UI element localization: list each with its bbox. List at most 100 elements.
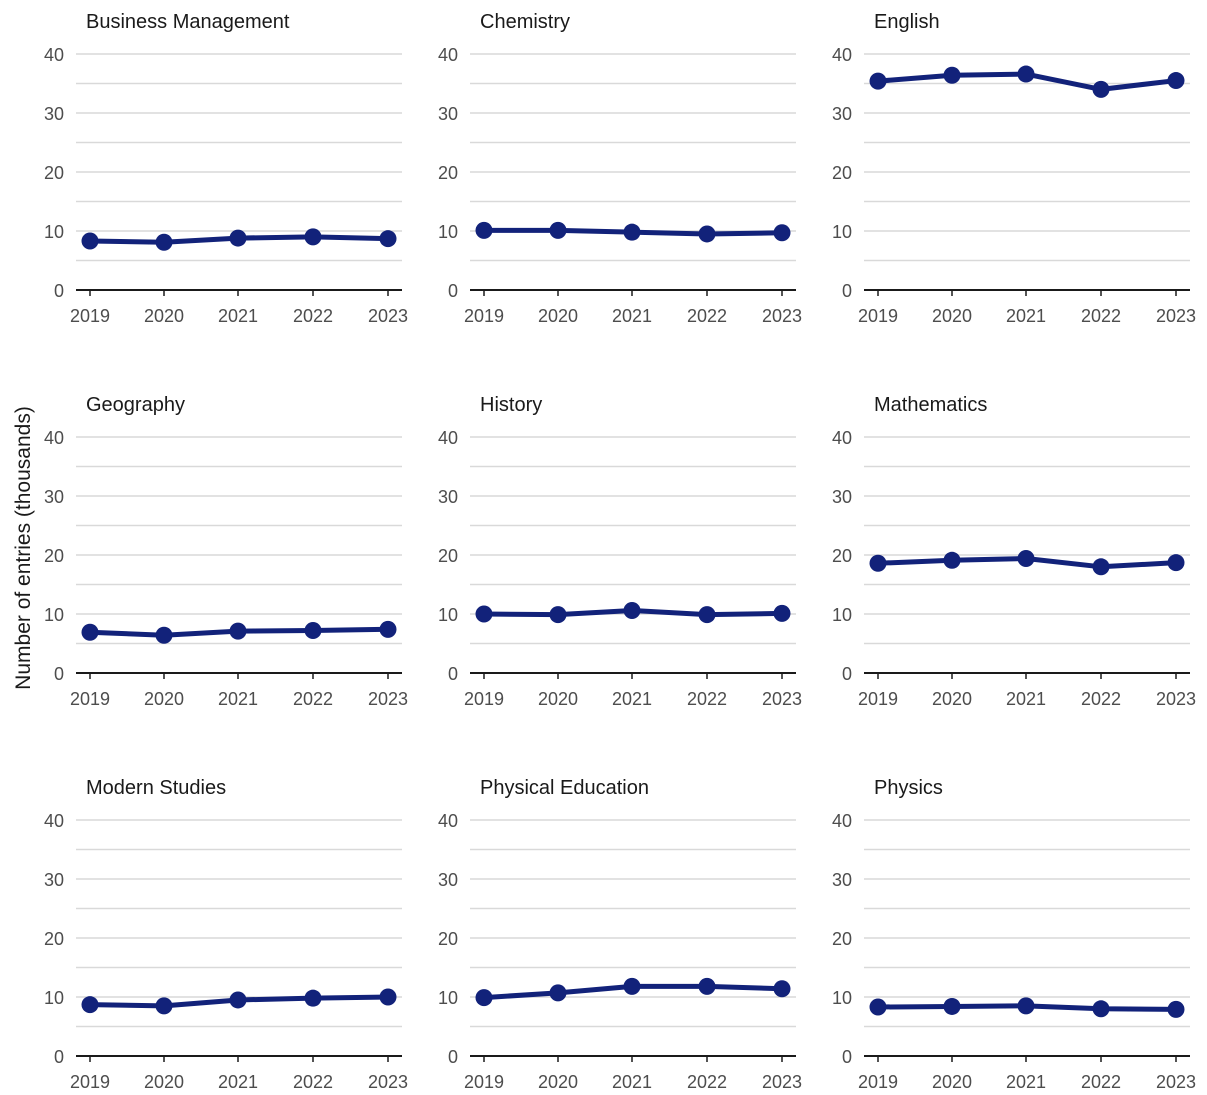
data-point (1017, 550, 1035, 568)
y-tick-label: 30 (438, 870, 458, 890)
x-tick-label: 2022 (687, 689, 727, 709)
y-tick-label: 0 (842, 281, 852, 301)
panel: Modern Studies 0 10 20 30 40 2019 2020 2021 2022 2… (44, 777, 408, 1092)
data-point (549, 984, 567, 1002)
y-tick-label: 10 (832, 222, 852, 242)
x-tick-label: 2019 (858, 689, 898, 709)
y-tick-label: 20 (832, 929, 852, 949)
data-point (379, 620, 397, 638)
x-tick-label: 2023 (762, 1072, 802, 1092)
data-point (304, 622, 322, 640)
x-tick-label: 2020 (932, 306, 972, 326)
panel: Physics 0 10 20 30 40 2019 2020 2021 2022 2023 (832, 777, 1196, 1092)
y-tick-label: 30 (438, 104, 458, 124)
y-tick-label: 40 (832, 45, 852, 65)
x-tick-label: 2022 (293, 306, 333, 326)
panel-title: Modern Studies (86, 777, 226, 799)
y-tick-label: 10 (438, 988, 458, 1008)
y-tick-label: 30 (832, 870, 852, 890)
x-tick-label: 2019 (464, 689, 504, 709)
y-tick-label: 20 (438, 546, 458, 566)
data-point (869, 998, 887, 1016)
y-tick-label: 10 (832, 988, 852, 1008)
y-tick-label: 40 (44, 428, 64, 448)
y-tick-label: 20 (438, 929, 458, 949)
y-tick-label: 0 (842, 1047, 852, 1067)
x-tick-label: 2021 (218, 1072, 258, 1092)
data-point (304, 228, 322, 246)
y-tick-label: 0 (54, 1047, 64, 1067)
data-point (698, 977, 716, 995)
x-tick-label: 2023 (762, 689, 802, 709)
data-point (698, 606, 716, 624)
panel-title: Physics (874, 777, 943, 799)
y-tick-label: 40 (438, 428, 458, 448)
data-point (549, 221, 567, 239)
y-tick-label: 20 (832, 546, 852, 566)
y-tick-label: 10 (438, 605, 458, 625)
x-tick-label: 2021 (1006, 306, 1046, 326)
panel: Mathematics 0 10 20 30 40 2019 2020 2021 2022 2023 (832, 394, 1196, 709)
x-tick-label: 2020 (538, 306, 578, 326)
x-tick-label: 2019 (858, 306, 898, 326)
x-tick-label: 2019 (464, 306, 504, 326)
data-point (698, 225, 716, 243)
data-point (475, 989, 493, 1007)
y-tick-label: 30 (438, 487, 458, 507)
data-point (229, 229, 247, 247)
panel: History 0 10 20 30 40 2019 2020 2021 2022 2023 (438, 394, 802, 709)
x-tick-label: 2023 (368, 689, 408, 709)
y-tick-label: 10 (832, 605, 852, 625)
x-tick-label: 2021 (218, 689, 258, 709)
panel: English 0 10 20 30 40 2019 2020 2021 2022 2023 (832, 11, 1196, 326)
x-tick-label: 2022 (293, 689, 333, 709)
x-tick-label: 2023 (1156, 1072, 1196, 1092)
data-point (475, 605, 493, 623)
data-point (1167, 554, 1185, 572)
x-tick-label: 2021 (612, 306, 652, 326)
y-tick-label: 40 (438, 811, 458, 831)
data-point (229, 622, 247, 640)
x-tick-label: 2021 (1006, 1072, 1046, 1092)
data-point (155, 997, 173, 1015)
data-point (623, 601, 641, 619)
y-tick-label: 0 (448, 281, 458, 301)
y-tick-label: 30 (44, 487, 64, 507)
y-tick-label: 0 (842, 664, 852, 684)
panel-title: History (480, 394, 542, 416)
panel: Physical Education 0 10 20 30 40 2019 2020 2021 2… (438, 777, 802, 1092)
y-tick-label: 20 (44, 163, 64, 183)
x-tick-label: 2023 (368, 306, 408, 326)
x-tick-label: 2023 (762, 306, 802, 326)
data-point (869, 554, 887, 572)
x-tick-label: 2022 (1081, 689, 1121, 709)
y-tick-label: 0 (448, 664, 458, 684)
data-point (943, 551, 961, 569)
y-tick-label: 40 (438, 45, 458, 65)
x-tick-label: 2023 (1156, 306, 1196, 326)
data-point (81, 232, 99, 250)
x-tick-label: 2020 (538, 1072, 578, 1092)
x-tick-label: 2022 (687, 306, 727, 326)
x-tick-label: 2020 (144, 1072, 184, 1092)
data-point (943, 66, 961, 84)
x-tick-label: 2020 (144, 689, 184, 709)
y-tick-label: 10 (438, 222, 458, 242)
y-tick-label: 40 (832, 428, 852, 448)
x-tick-label: 2021 (218, 306, 258, 326)
panel-title: English (874, 11, 940, 33)
panel-title: Physical Education (480, 777, 649, 799)
data-point (379, 230, 397, 248)
x-tick-label: 2020 (538, 689, 578, 709)
x-tick-label: 2019 (858, 1072, 898, 1092)
data-point (549, 606, 567, 624)
x-tick-label: 2022 (1081, 1072, 1121, 1092)
data-point (475, 221, 493, 239)
data-point (773, 604, 791, 622)
data-point (155, 626, 173, 644)
y-tick-label: 40 (832, 811, 852, 831)
x-tick-label: 2023 (368, 1072, 408, 1092)
x-tick-label: 2021 (612, 689, 652, 709)
